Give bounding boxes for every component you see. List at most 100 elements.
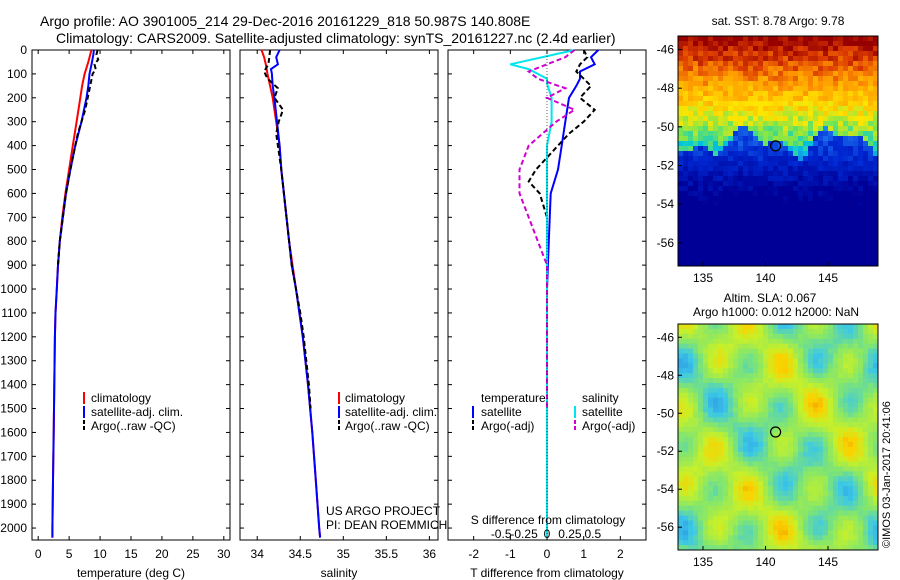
heatmap-cell	[678, 141, 684, 147]
heatmap-cell	[848, 191, 854, 197]
heatmap-cell	[793, 441, 799, 448]
heatmap-cell	[863, 176, 869, 182]
heatmap-cell	[873, 353, 879, 359]
heatmap-cell	[693, 201, 699, 207]
heatmap-cell	[733, 407, 739, 413]
heatmap-cell	[698, 141, 704, 147]
heatmap-cell	[868, 41, 874, 47]
depth-tick-label: 400	[7, 139, 27, 153]
heatmap-cell	[683, 141, 689, 147]
heatmap-cell	[698, 491, 704, 497]
heatmap-cell	[853, 324, 859, 330]
heatmap-cell	[678, 146, 684, 152]
heatmap-cell	[793, 111, 799, 117]
heatmap-cell	[683, 61, 689, 67]
heatmap-cell	[738, 535, 744, 541]
heatmap-cell	[713, 91, 719, 97]
heatmap-cell	[798, 451, 804, 458]
heatmap-cell	[848, 131, 854, 137]
heatmap-cell	[798, 461, 804, 467]
heatmap-cell	[778, 451, 784, 458]
heatmap-cell	[708, 41, 714, 47]
heatmap-cell	[713, 141, 719, 147]
heatmap-cell	[748, 106, 754, 112]
heatmap-cell	[868, 515, 874, 521]
heatmap-cell	[743, 530, 749, 536]
heatmap-cell	[798, 211, 804, 217]
heatmap-cell	[693, 61, 699, 67]
heatmap-cell	[863, 476, 869, 482]
heatmap-cell	[683, 106, 689, 112]
heatmap-cell	[803, 101, 809, 107]
heatmap-cell	[818, 353, 824, 359]
heatmap-cell	[833, 251, 839, 257]
heatmap-cell	[848, 41, 854, 47]
heatmap-cell	[838, 515, 844, 521]
heatmap-cell	[733, 116, 739, 122]
heatmap-cell	[848, 540, 854, 546]
heatmap-cell	[733, 216, 739, 222]
heatmap-cell	[843, 422, 849, 428]
heatmap-cell	[723, 256, 729, 262]
heatmap-cell	[868, 131, 874, 137]
heatmap-cell	[828, 211, 834, 217]
heatmap-cell	[783, 446, 789, 453]
heatmap-cell	[778, 121, 784, 127]
heatmap-cell	[798, 196, 804, 202]
heatmap-cell	[788, 101, 794, 107]
heatmap-cell	[753, 530, 759, 536]
heatmap-cell	[768, 328, 774, 335]
heatmap-cell	[848, 397, 854, 404]
heatmap-cell	[743, 131, 749, 137]
heatmap-cell	[738, 66, 744, 72]
heatmap-cell	[768, 491, 774, 497]
heatmap-cell	[708, 382, 714, 389]
heatmap-cell	[873, 161, 879, 167]
heatmap-cell	[698, 171, 704, 177]
heatmap-cell	[698, 392, 704, 399]
heatmap-cell	[788, 246, 794, 252]
heatmap-cell	[778, 46, 784, 52]
heatmap-cell	[873, 196, 879, 202]
heatmap-cell	[803, 151, 809, 157]
heatmap-cell	[718, 486, 724, 492]
heatmap-cell	[743, 156, 749, 162]
heatmap-cell	[763, 530, 769, 536]
heatmap-cell	[683, 236, 689, 242]
heatmap-cell	[728, 417, 734, 423]
heatmap-cell	[788, 46, 794, 52]
heatmap-cell	[798, 348, 804, 354]
heatmap-cell	[793, 427, 799, 433]
heatmap-cell	[868, 196, 874, 202]
heatmap-cell	[743, 373, 749, 379]
heatmap-cell	[823, 466, 829, 472]
heatmap-cell	[813, 151, 819, 157]
heatmap-cell	[728, 540, 734, 546]
heatmap-cell	[853, 206, 859, 212]
sst-heatmap-cells	[678, 36, 879, 267]
heatmap-cell	[693, 446, 699, 453]
heatmap-cell	[868, 461, 874, 467]
heatmap-cell	[723, 466, 729, 472]
heatmap-cell	[748, 466, 754, 472]
heatmap-cell	[698, 121, 704, 127]
heatmap-cell	[803, 196, 809, 202]
heatmap-cell	[683, 36, 689, 42]
heatmap-cell	[798, 126, 804, 132]
heatmap-cell	[828, 481, 834, 487]
heatmap-cell	[763, 387, 769, 394]
s-diff-tick-label: -0.5	[491, 527, 512, 541]
heatmap-cell	[743, 41, 749, 47]
heatmap-cell	[683, 111, 689, 117]
heatmap-cell	[808, 491, 814, 497]
heatmap-cell	[683, 466, 689, 472]
heatmap-cell	[828, 397, 834, 404]
heatmap-cell	[698, 324, 704, 330]
heatmap-cell	[838, 412, 844, 418]
heatmap-cell	[698, 481, 704, 487]
heatmap-cell	[823, 181, 829, 187]
heatmap-cell	[678, 221, 684, 227]
heatmap-cell	[838, 46, 844, 52]
heatmap-cell	[808, 116, 814, 122]
heatmap-cell	[863, 111, 869, 117]
